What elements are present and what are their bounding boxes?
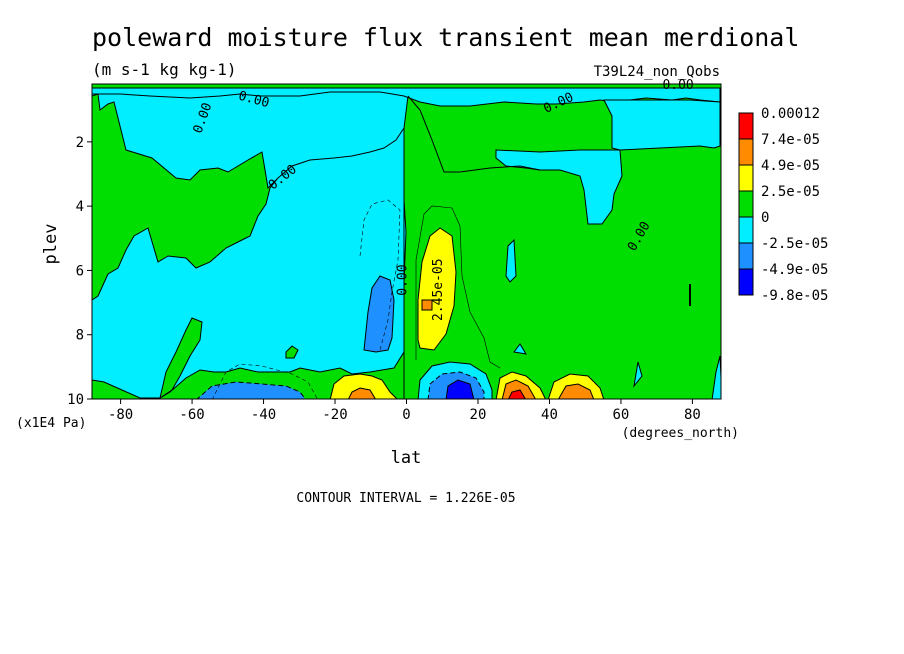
x-tick-label: -60 [179, 407, 204, 423]
x-tick-label: 20 [470, 407, 487, 423]
blue-region-south-low [196, 381, 306, 399]
contour-interval-note: CONTOUR INTERVAL = 1.226E-05 [296, 491, 515, 506]
colorbar-swatch [738, 190, 754, 218]
x-tick-label: 40 [541, 407, 558, 423]
y-tick-label: 8 [76, 328, 84, 344]
contour-line-negative-1 [359, 199, 401, 351]
run-label: T39L24_non_Qobs [594, 64, 720, 80]
contour-line-positive-1 [415, 205, 501, 369]
colorbar-label: 7.4e-05 [761, 132, 820, 148]
contour-value-label: 0.00 [662, 78, 693, 93]
colorbar-swatch [738, 112, 754, 140]
x-tick-label: -80 [108, 407, 133, 423]
colorbar-label: 2.5e-05 [761, 184, 820, 200]
yellow-region-tropics [417, 227, 457, 351]
colorbar-swatch [738, 138, 754, 166]
contour-value-label: 0.00 [396, 264, 411, 295]
cyan-island-north-4 [711, 355, 721, 399]
units-label: (m s-1 kg kg-1) [92, 60, 237, 79]
x-tick-label: 0 [402, 407, 410, 423]
contour-field [92, 84, 721, 399]
y-tick-label: 4 [76, 199, 84, 215]
x-axis-title: lat [391, 448, 422, 468]
y-axis-title: plev [41, 224, 61, 265]
cyan-region-north-tongue [495, 149, 623, 225]
orange-region-lower-north-2 [557, 383, 595, 399]
x-axis-units: (degrees_north) [622, 426, 739, 441]
y-tick-label: 2 [76, 135, 84, 151]
cyan-island-north-2 [513, 343, 527, 355]
cyan-region-south [92, 87, 409, 399]
contour-value-label: 2.45e-05 [431, 258, 446, 321]
colorbar-label: -2.5e-05 [761, 236, 828, 252]
colorbar-label: -4.9e-05 [761, 262, 828, 278]
cyan-region-north [603, 99, 721, 151]
green-island-south-small [285, 345, 299, 359]
contour-line-negative-2 [212, 363, 318, 399]
chart-title: poleward moisture flux transient mean me… [92, 23, 799, 52]
y-axis: 2 4 6 8 10 [67, 135, 92, 408]
x-tick-label: 80 [684, 407, 701, 423]
cyan-region-north-top [92, 87, 721, 107]
x-tick-label: -20 [322, 407, 347, 423]
y-tick-label: 6 [76, 263, 84, 279]
colorbar-swatch [738, 216, 754, 244]
contour-line-zero-north [407, 95, 541, 173]
colorbar-label: 4.9e-05 [761, 158, 820, 174]
colorbar-label: 0.00012 [761, 106, 820, 122]
x-tick-label: 60 [613, 407, 630, 423]
cyan-island-north-3 [633, 361, 643, 388]
cyan-island-north-1 [505, 238, 517, 283]
x-tick-label: -40 [251, 407, 276, 423]
orange-region-tropics-max [421, 299, 433, 311]
colorbar-label: 0 [761, 210, 769, 226]
orange-region-lower-south [347, 387, 376, 399]
colorbar-swatch [738, 164, 754, 192]
darkblue-region-lower-tropics [445, 379, 475, 399]
green-island-south-low [159, 317, 203, 399]
x-axis: -80 -60 -40 -20 0 20 40 60 80 [108, 399, 701, 423]
colorbar-legend: 0.00012 7.4e-05 4.9e-05 2.5e-05 0 -2.5e-05 -4.… [738, 106, 828, 304]
colorbar-label: -9.8e-05 [761, 288, 828, 304]
red-region-lower-north-1 [507, 389, 526, 399]
y-tick-label: 10 [67, 392, 84, 408]
y-axis-units: (x1E4 Pa) [16, 416, 86, 431]
yellow-region-lower-south [329, 373, 398, 399]
colorbar-swatch [738, 242, 754, 270]
colorbar-swatch [738, 268, 754, 296]
blue-region-south-min [363, 275, 395, 353]
